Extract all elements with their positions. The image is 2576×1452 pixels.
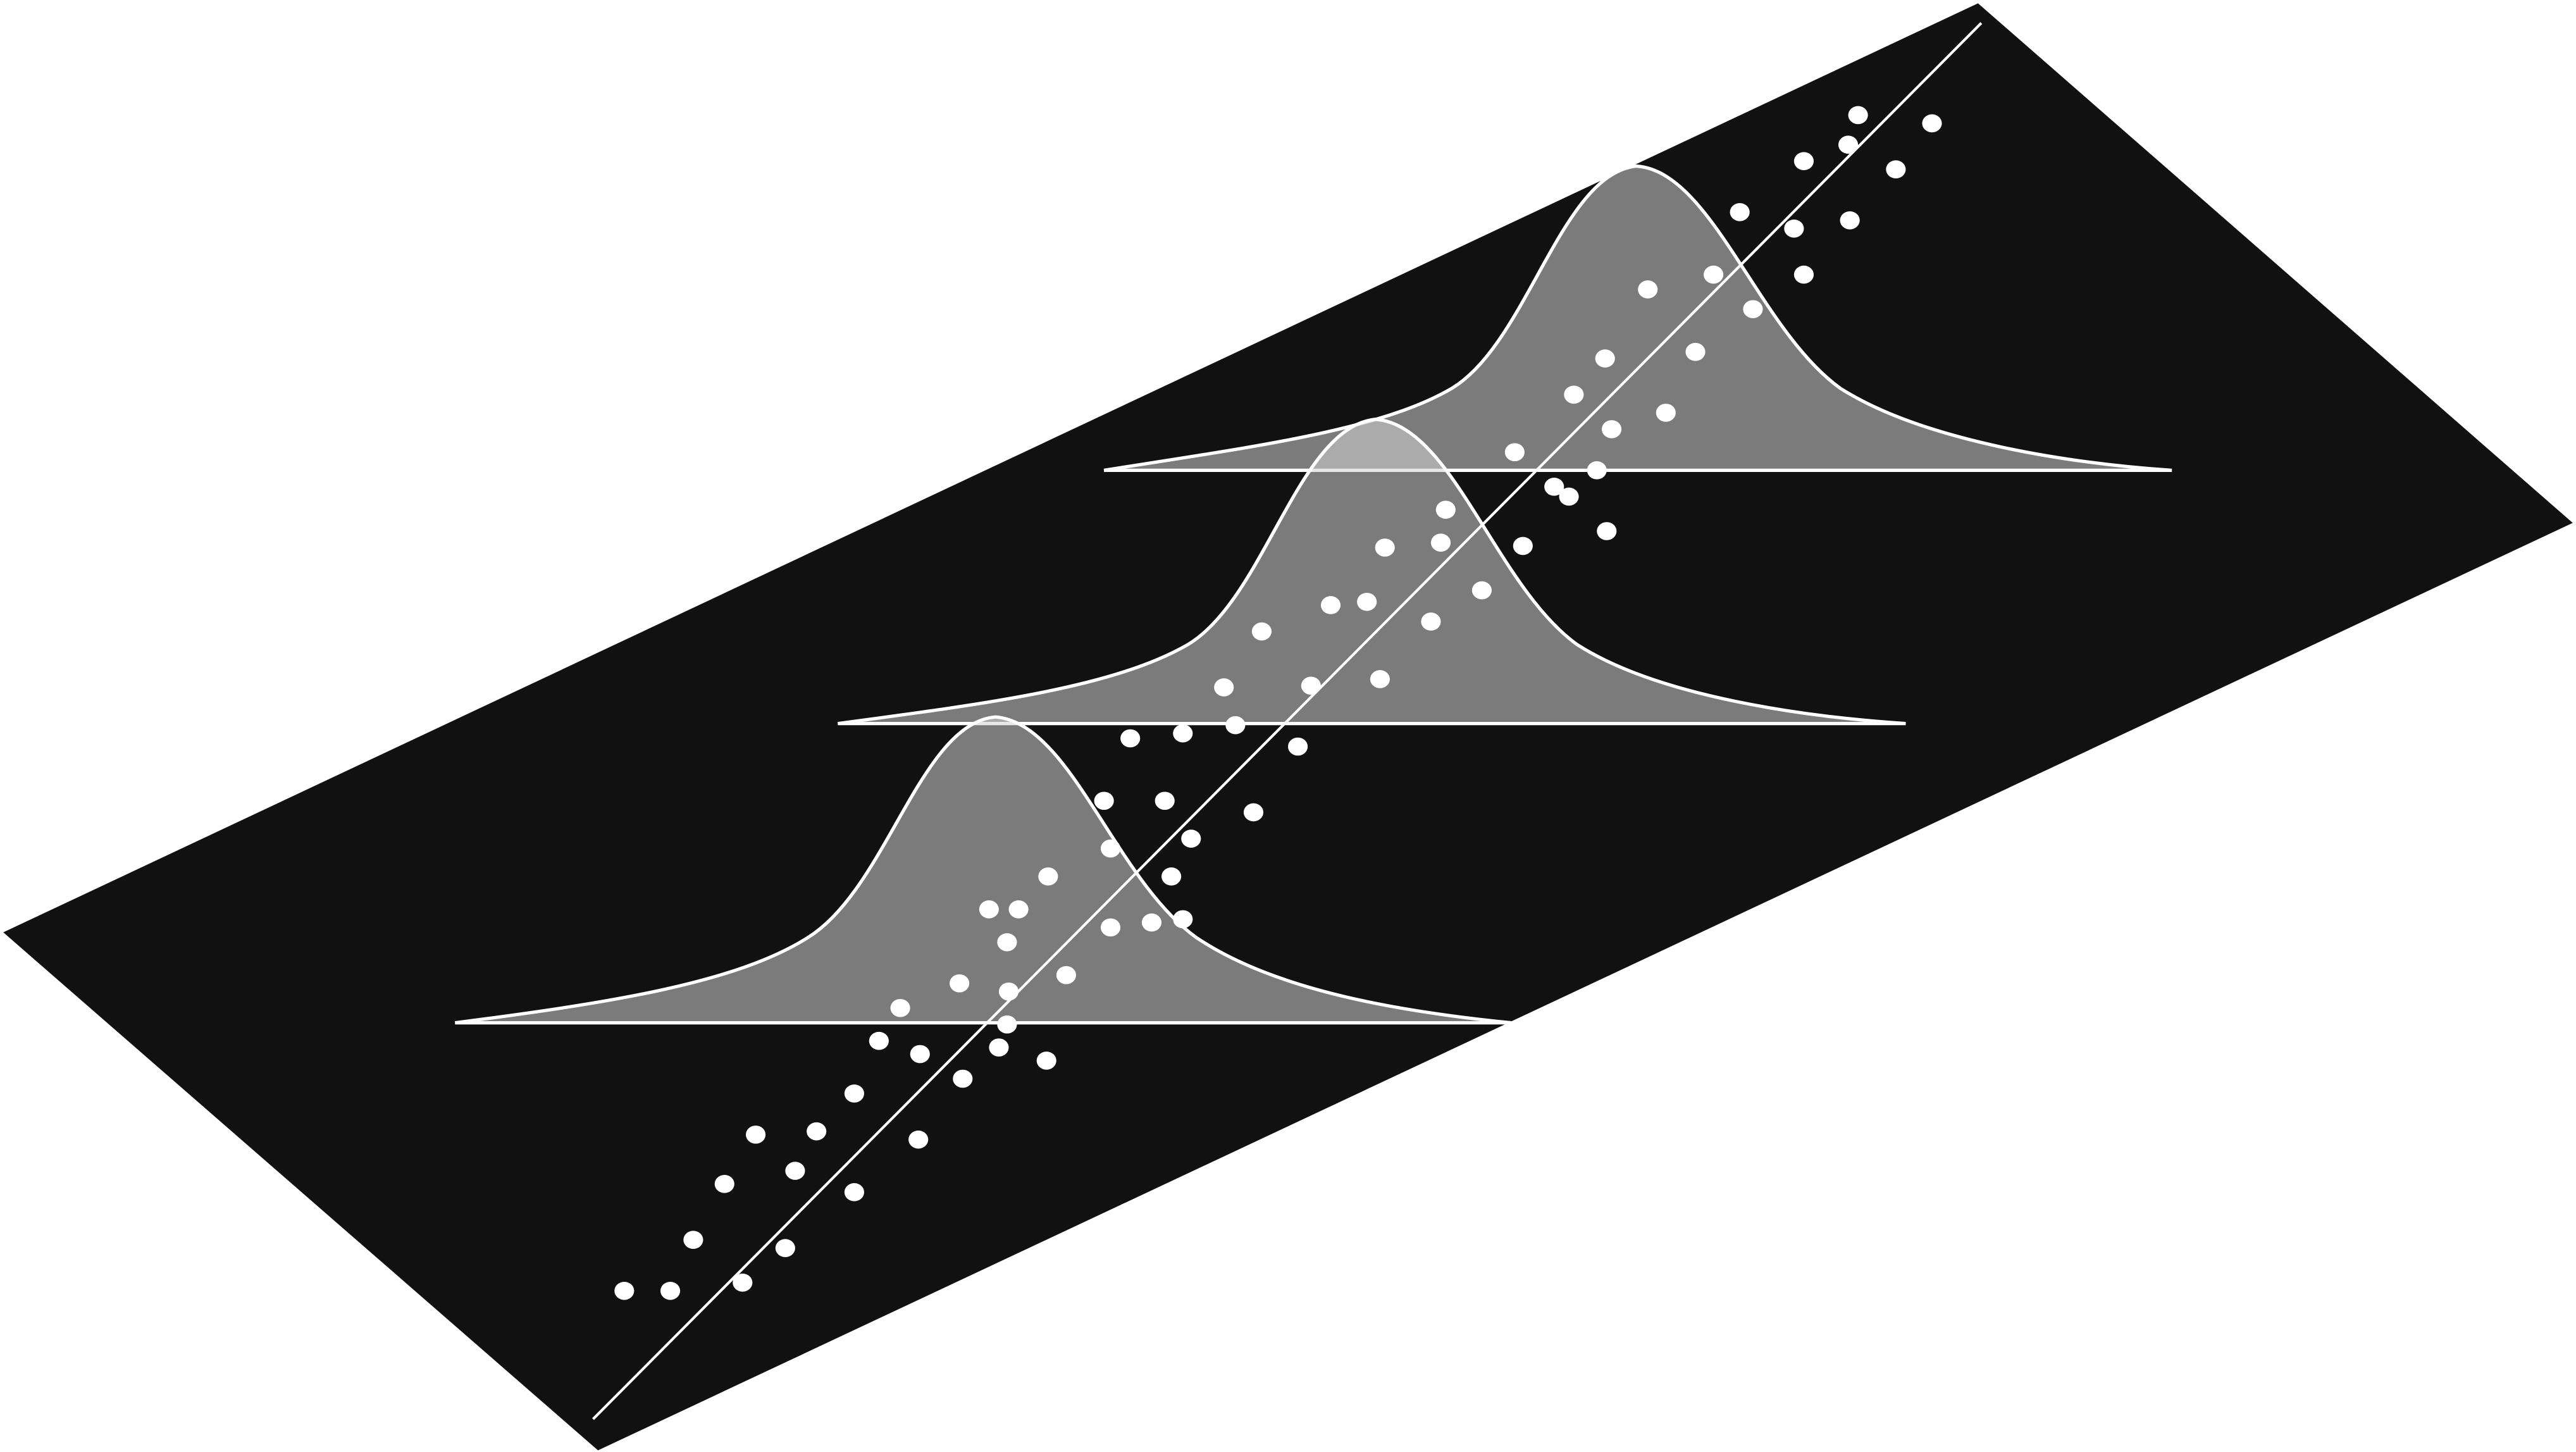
data-point <box>1840 211 1860 230</box>
dark-plane <box>3 3 2573 1451</box>
data-point <box>1357 592 1377 611</box>
data-point <box>950 974 970 993</box>
data-point <box>746 1126 766 1144</box>
data-point <box>1094 791 1114 810</box>
regression-line <box>592 22 1983 1420</box>
data-point <box>1161 867 1182 886</box>
data-point <box>1036 1052 1056 1070</box>
data-point <box>1251 622 1272 641</box>
data-point <box>1173 910 1193 929</box>
data-point <box>1784 219 1804 238</box>
data-point <box>1743 300 1763 318</box>
data-point <box>997 1015 1017 1034</box>
data-point <box>660 1281 681 1300</box>
data-point <box>1886 160 1906 179</box>
data-point <box>1301 676 1321 695</box>
data-point <box>1038 867 1058 886</box>
data-point <box>1504 443 1525 462</box>
data-point <box>1587 461 1607 480</box>
data-point <box>953 1069 973 1088</box>
data-point <box>1730 202 1750 221</box>
data-point <box>1513 537 1533 555</box>
data-point <box>614 1281 635 1300</box>
data-point <box>1638 280 1658 299</box>
data-point <box>1848 106 1868 125</box>
data-point <box>1430 533 1451 552</box>
data-point <box>1288 737 1308 756</box>
data-point <box>908 1130 929 1149</box>
data-point <box>714 1175 734 1193</box>
data-point <box>1471 581 1492 600</box>
data-point <box>869 1031 889 1050</box>
data-point <box>1370 670 1390 688</box>
data-point <box>1595 349 1615 368</box>
distribution-curves <box>455 164 2172 1025</box>
data-point <box>1056 965 1076 984</box>
data-point <box>1559 487 1579 506</box>
data-points <box>614 106 1942 1300</box>
data-point <box>1320 596 1341 614</box>
data-point <box>1564 385 1584 404</box>
data-point <box>683 1231 703 1250</box>
data-point <box>1602 420 1622 438</box>
data-point <box>1243 803 1264 822</box>
data-point <box>979 900 999 919</box>
data-point <box>775 1239 795 1258</box>
data-point <box>997 933 1017 952</box>
data-point <box>910 1045 930 1064</box>
data-point <box>1214 678 1234 697</box>
data-point <box>1544 478 1564 496</box>
data-point <box>998 982 1019 1001</box>
data-point <box>1008 900 1029 919</box>
data-point <box>1597 522 1617 540</box>
data-point <box>1120 729 1141 748</box>
data-point <box>1656 404 1676 422</box>
data-point <box>844 1183 864 1201</box>
data-point <box>733 1273 753 1292</box>
data-point <box>890 998 910 1017</box>
data-point <box>1435 500 1456 519</box>
data-point <box>989 1038 1009 1057</box>
data-point <box>785 1162 805 1180</box>
data-point <box>1155 791 1175 810</box>
data-point <box>1793 265 1814 284</box>
data-point <box>1793 152 1814 171</box>
data-point <box>1838 135 1859 154</box>
distribution-curve-middle <box>838 418 1906 726</box>
data-point <box>1100 918 1121 937</box>
data-point <box>1181 829 1201 848</box>
data-point <box>1225 716 1246 735</box>
data-point <box>1922 114 1942 133</box>
distribution-curve-front <box>455 715 1512 1025</box>
data-point <box>1173 724 1193 743</box>
data-point <box>844 1084 864 1103</box>
data-point <box>1704 265 1724 284</box>
data-point <box>807 1122 827 1141</box>
data-point <box>1421 612 1441 631</box>
data-point <box>1685 342 1706 361</box>
data-point <box>1141 913 1162 932</box>
data-point <box>1100 839 1121 858</box>
data-point <box>1375 538 1395 557</box>
